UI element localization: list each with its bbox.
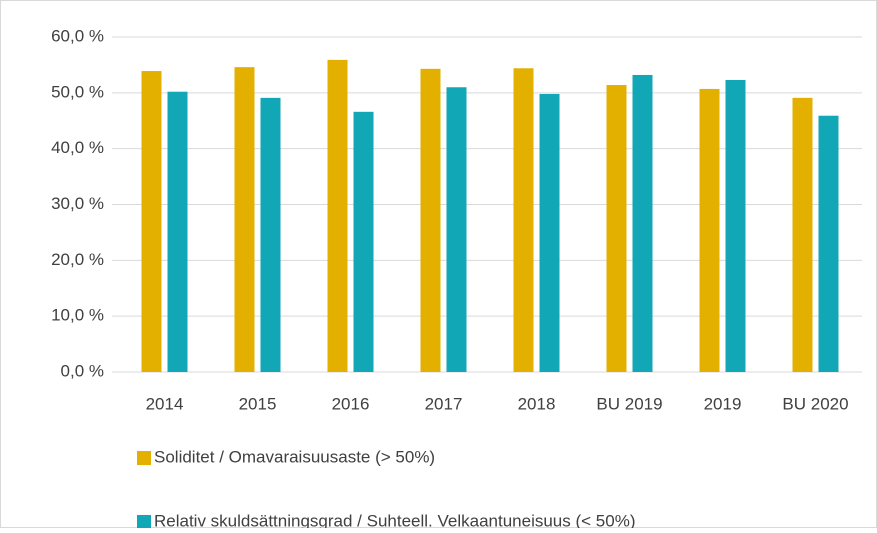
y-tick-label: 10,0 % bbox=[51, 306, 104, 325]
bar bbox=[167, 91, 188, 372]
y-tick-label: 40,0 % bbox=[51, 138, 104, 157]
legend-swatch bbox=[137, 451, 151, 465]
x-tick-label: 2017 bbox=[425, 394, 463, 413]
x-tick-label: 2015 bbox=[239, 394, 277, 413]
x-tick-label: BU 2020 bbox=[782, 394, 848, 413]
bar bbox=[725, 79, 746, 372]
bar bbox=[606, 85, 627, 373]
y-tick-label: 60,0 % bbox=[51, 26, 104, 45]
y-tick-label: 30,0 % bbox=[51, 194, 104, 213]
legend-label: Soliditet / Omavaraisuusaste (> 50%) bbox=[154, 447, 435, 466]
y-tick-label: 0,0 % bbox=[61, 361, 104, 380]
y-tick-label: 20,0 % bbox=[51, 250, 104, 269]
x-tick-label: 2016 bbox=[332, 394, 370, 413]
bar bbox=[353, 111, 374, 373]
bar bbox=[420, 68, 441, 372]
x-tick-label: 2014 bbox=[146, 394, 184, 413]
legend-swatch bbox=[137, 515, 151, 529]
bar bbox=[818, 115, 839, 372]
bar bbox=[446, 87, 467, 372]
bar bbox=[792, 97, 813, 372]
bar bbox=[327, 59, 348, 373]
y-tick-label: 50,0 % bbox=[51, 82, 104, 101]
bar bbox=[234, 67, 255, 373]
x-tick-label: 2019 bbox=[704, 394, 742, 413]
x-tick-label: BU 2019 bbox=[596, 394, 662, 413]
bar bbox=[513, 68, 534, 373]
bar bbox=[539, 93, 560, 372]
bar bbox=[632, 74, 653, 372]
legend-label: Relativ skuldsättningsgrad / Suhteell. V… bbox=[154, 511, 635, 528]
bar bbox=[260, 97, 281, 372]
bar bbox=[699, 88, 720, 373]
bar bbox=[141, 71, 162, 372]
x-tick-label: 2018 bbox=[518, 394, 556, 413]
